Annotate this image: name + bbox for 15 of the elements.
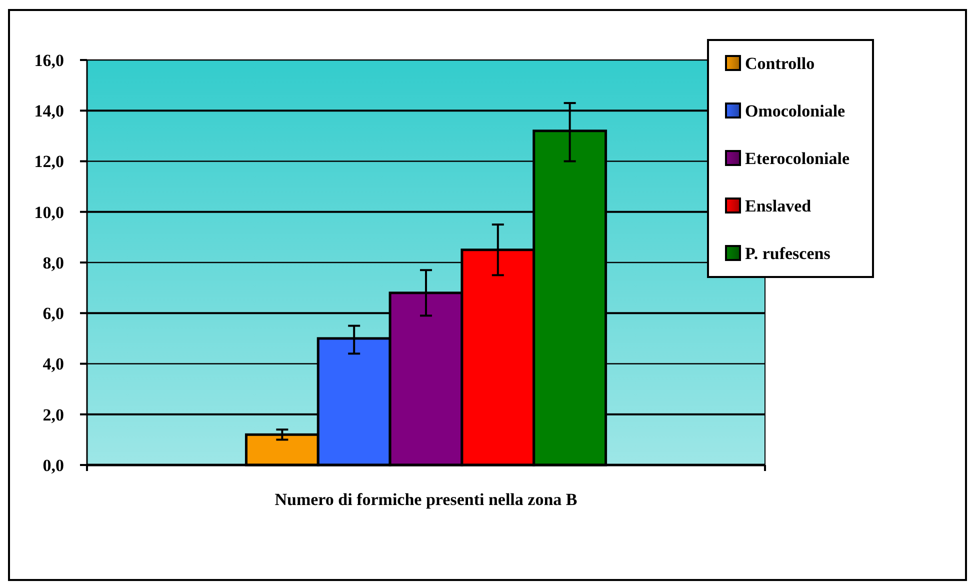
y-tick-label: 12,0: [34, 152, 64, 172]
legend-label: P. rufescens: [745, 244, 831, 263]
y-tick-label: 10,0: [34, 202, 64, 222]
y-tick-label: 16,0: [34, 50, 64, 70]
legend-label: Eterocoloniale: [745, 148, 850, 168]
legend-label: Enslaved: [745, 196, 812, 216]
legend-label: Omocoloniale: [745, 101, 846, 120]
y-tick-label: 4,0: [42, 354, 64, 374]
legend-label: Controllo: [745, 54, 815, 73]
y-tick-label: 6,0: [42, 304, 64, 324]
y-tick-label: 14,0: [34, 102, 64, 121]
y-tick-label: 0,0: [42, 456, 64, 475]
y-tick-label: 2,0: [42, 405, 64, 424]
x-axis-title: Numero di formiche presenti nella zona B: [274, 490, 578, 509]
y-tick-label: 8,0: [42, 253, 64, 272]
